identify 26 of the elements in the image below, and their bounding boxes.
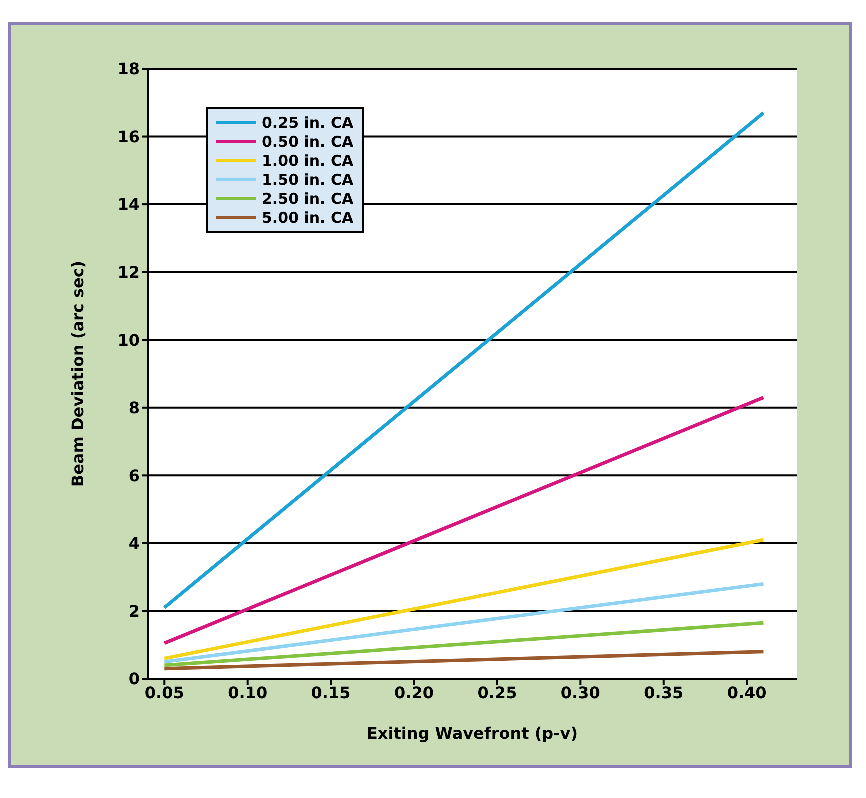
- y-tick-label: 16: [118, 127, 140, 146]
- y-axis-title: Beam Deviation (arc sec): [68, 260, 88, 488]
- x-tick-label: 0.30: [560, 683, 600, 702]
- x-tick-label: 0.15: [311, 683, 351, 702]
- y-tick-label: 8: [128, 398, 140, 418]
- legend-label: 1.50 in. CA: [262, 170, 354, 188]
- legend-label: 0.50 in. CA: [262, 132, 354, 150]
- x-tick-label: 0.25: [478, 683, 518, 702]
- y-tick-label: 14: [118, 195, 140, 214]
- legend-label: 2.50 in. CA: [262, 190, 354, 208]
- y-tick-label: 0: [128, 670, 140, 689]
- legend-label: 0.25 in. CA: [262, 114, 354, 132]
- x-tick-label: 0.40: [727, 683, 767, 702]
- y-tick-label: 10: [118, 330, 140, 350]
- y-tick-label: 6: [128, 466, 140, 486]
- legend-label: 5.00 in. CA: [262, 208, 354, 226]
- x-tick-label: 0.20: [394, 683, 434, 702]
- y-tick-label: 18: [118, 60, 140, 79]
- y-tick-label: 2: [128, 602, 140, 621]
- y-tick-label: 4: [128, 534, 140, 554]
- x-axis-title: Exiting Wavefront (p-v): [366, 724, 578, 743]
- x-tick-label: 0.35: [644, 683, 684, 702]
- x-tick-label: 0.05: [144, 683, 184, 702]
- legend-label: 1.00 in. CA: [262, 152, 354, 170]
- x-tick-label: 0.10: [228, 683, 268, 702]
- y-tick-label: 12: [118, 263, 140, 282]
